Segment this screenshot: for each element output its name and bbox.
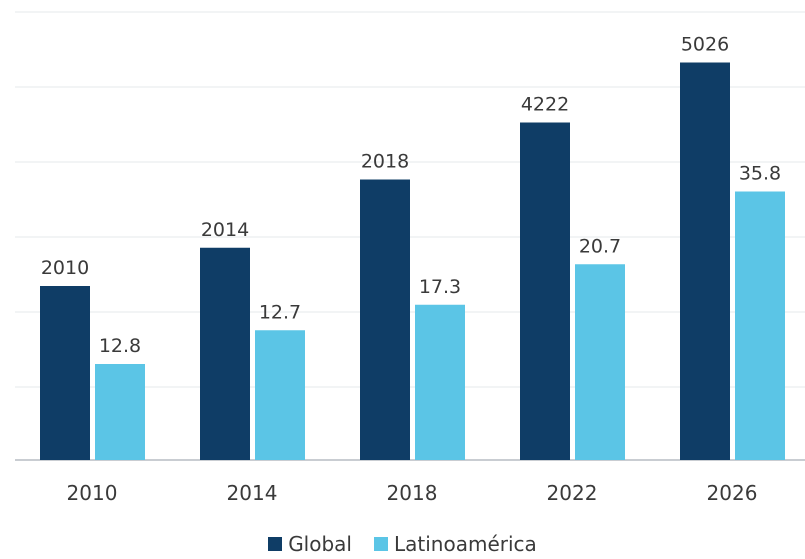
data-label-latinoamerica-2018: 17.3 xyxy=(419,276,461,298)
bar-latinoamerica-2018 xyxy=(415,304,465,460)
data-label-global-2022: 4222 xyxy=(521,94,569,116)
data-label-latinoamerica-2022: 20.7 xyxy=(579,235,621,257)
bar-chart: 2010 12.8 2014 12.7 2018 17.3 4222 20.7 5026 35.8… xyxy=(15,11,805,505)
bar-global-2018 xyxy=(360,179,410,460)
x-tick-label-2010: 2010 xyxy=(67,481,118,505)
x-tick-label-2026: 2026 xyxy=(707,481,758,505)
bar-latinoamerica-2014 xyxy=(255,330,305,460)
x-axis-ticks: 2010 2014 2018 2022 2026 xyxy=(67,481,758,505)
bar-global-2010 xyxy=(40,286,90,460)
data-label-global-2014: 2014 xyxy=(201,219,249,241)
bar-latinoamerica-2026 xyxy=(735,191,785,460)
bars xyxy=(40,62,785,460)
data-label-latinoamerica-2026: 35.8 xyxy=(739,163,781,185)
bar-global-2022 xyxy=(520,122,570,460)
data-label-global-2010: 2010 xyxy=(41,257,89,279)
legend-swatch-global xyxy=(268,537,283,551)
value-labels: 2010 12.8 2014 12.7 2018 17.3 4222 20.7 5026 35.8 xyxy=(41,34,781,358)
data-label-global-2026: 5026 xyxy=(681,34,729,56)
data-label-latinoamerica-2010: 12.8 xyxy=(99,335,141,357)
legend-label-latinoamerica: Latinoamérica xyxy=(394,532,537,556)
bar-global-2026 xyxy=(680,62,730,460)
legend-item-global: Global xyxy=(268,532,352,556)
legend-label-global: Global xyxy=(288,532,352,556)
x-tick-label-2022: 2022 xyxy=(547,481,598,505)
bar-global-2014 xyxy=(200,247,250,460)
x-tick-label-2014: 2014 xyxy=(227,481,278,505)
legend-swatch-latinoamerica xyxy=(374,537,388,551)
bar-latinoamerica-2022 xyxy=(575,264,625,460)
legend: Global Latinoamérica xyxy=(0,529,805,559)
data-label-global-2018: 2018 xyxy=(361,151,409,173)
x-tick-label-2018: 2018 xyxy=(387,481,438,505)
data-label-latinoamerica-2014: 12.7 xyxy=(259,301,301,323)
legend-item-latinoamerica: Latinoamérica xyxy=(374,532,537,556)
bar-latinoamerica-2010 xyxy=(95,364,145,460)
